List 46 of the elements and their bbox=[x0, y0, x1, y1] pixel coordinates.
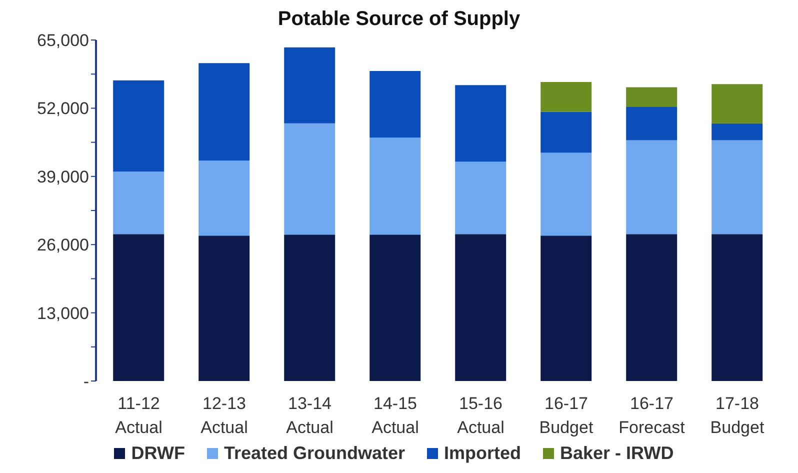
legend-label: Imported bbox=[443, 443, 522, 464]
bar bbox=[455, 85, 506, 162]
bar bbox=[712, 123, 763, 140]
bar bbox=[284, 123, 336, 235]
bar bbox=[198, 63, 250, 161]
legend-label: Baker - IRWD bbox=[559, 443, 674, 464]
bar bbox=[284, 234, 336, 381]
bar bbox=[540, 82, 592, 112]
x-tick-label: 13-14 Actual bbox=[286, 394, 334, 437]
legend-label: Treated Groundwater bbox=[222, 443, 405, 464]
bar bbox=[626, 87, 678, 107]
bar bbox=[540, 236, 592, 381]
bar bbox=[712, 234, 763, 381]
y-tick-label: 39,000 bbox=[37, 167, 89, 186]
bar bbox=[626, 140, 678, 234]
bar bbox=[370, 70, 421, 138]
bar bbox=[113, 234, 164, 381]
x-tick-label: 16-17 Budget bbox=[539, 394, 594, 437]
x-tick-label: 16-17 Forecast bbox=[618, 394, 686, 437]
x-tick-label: 15-16 Actual bbox=[457, 394, 504, 437]
y-tick-label: 65,000 bbox=[37, 31, 89, 50]
bar bbox=[370, 234, 421, 381]
y-tick-label: 13,000 bbox=[37, 304, 89, 323]
bar bbox=[113, 80, 164, 172]
bar bbox=[455, 162, 506, 234]
x-tick-label: 17-18 Budget bbox=[710, 394, 764, 437]
bar bbox=[284, 47, 336, 124]
y-tick-label: - bbox=[83, 372, 89, 392]
bar bbox=[370, 138, 421, 235]
bar bbox=[712, 84, 763, 124]
bar bbox=[198, 236, 250, 381]
bar bbox=[455, 234, 506, 381]
bar bbox=[626, 106, 678, 140]
bar bbox=[712, 140, 763, 234]
x-tick-label: 11-12 Actual bbox=[115, 394, 162, 437]
bar bbox=[540, 152, 592, 236]
x-tick-label: 14-15 Actual bbox=[372, 394, 419, 437]
bar bbox=[198, 160, 250, 236]
y-tick-label: 52,000 bbox=[37, 99, 89, 118]
x-tick-label: 12-13 Actual bbox=[200, 394, 248, 437]
y-tick-label: 26,000 bbox=[37, 236, 89, 255]
bar bbox=[113, 172, 164, 234]
legend-label: DRWF bbox=[130, 443, 185, 464]
bar bbox=[626, 234, 678, 381]
bar bbox=[540, 112, 592, 153]
chart-title: Potable Source of Supply bbox=[278, 8, 520, 30]
